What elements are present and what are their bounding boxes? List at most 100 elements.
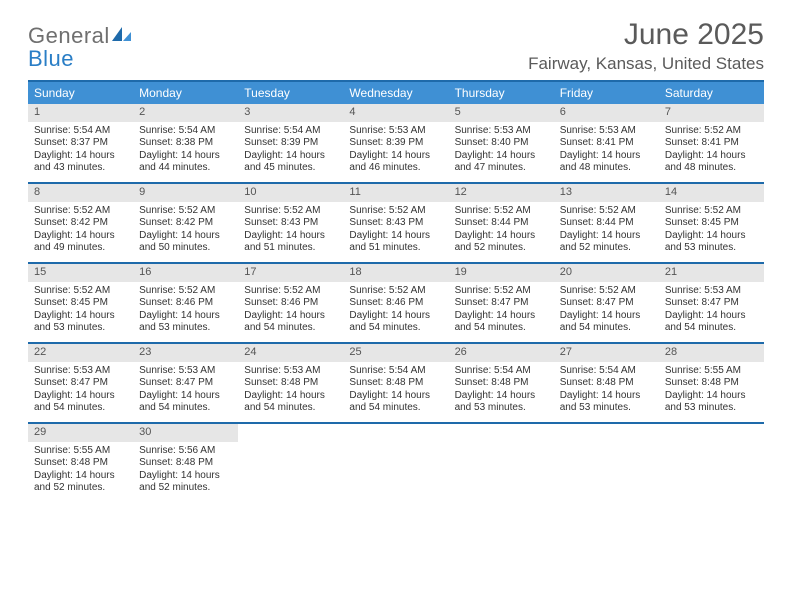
day-number: 26 (449, 344, 554, 362)
daylight-line: Daylight: 14 hours and 53 minutes. (455, 390, 548, 415)
calendar-week-row: 8Sunrise: 5:52 AMSunset: 8:42 PMDaylight… (28, 183, 764, 263)
sunrise-line: Sunrise: 5:53 AM (665, 285, 758, 298)
daylight-line: Daylight: 14 hours and 54 minutes. (139, 390, 232, 415)
calendar-day-cell: 11Sunrise: 5:52 AMSunset: 8:43 PMDayligh… (343, 183, 448, 263)
day-details: Sunrise: 5:52 AMSunset: 8:43 PMDaylight:… (343, 202, 448, 261)
sunset-line: Sunset: 8:46 PM (349, 297, 442, 310)
day-details: Sunrise: 5:52 AMSunset: 8:46 PMDaylight:… (238, 282, 343, 341)
day-number: 16 (133, 264, 238, 282)
calendar-day-cell: 20Sunrise: 5:52 AMSunset: 8:47 PMDayligh… (554, 263, 659, 343)
day-number: 17 (238, 264, 343, 282)
day-number: 13 (554, 184, 659, 202)
sunrise-line: Sunrise: 5:52 AM (244, 285, 337, 298)
daylight-line: Daylight: 14 hours and 53 minutes. (665, 390, 758, 415)
sunset-line: Sunset: 8:48 PM (455, 377, 548, 390)
day-number: 8 (28, 184, 133, 202)
day-number: 20 (554, 264, 659, 282)
weekday-header: Thursday (449, 81, 554, 104)
daylight-line: Daylight: 14 hours and 52 minutes. (455, 230, 548, 255)
daylight-line: Daylight: 14 hours and 54 minutes. (455, 310, 548, 335)
sunrise-line: Sunrise: 5:52 AM (34, 205, 127, 218)
calendar-day-cell: 2Sunrise: 5:54 AMSunset: 8:38 PMDaylight… (133, 104, 238, 183)
sunset-line: Sunset: 8:47 PM (139, 377, 232, 390)
day-number: 15 (28, 264, 133, 282)
sunrise-line: Sunrise: 5:52 AM (139, 285, 232, 298)
sunrise-line: Sunrise: 5:52 AM (34, 285, 127, 298)
day-number: 25 (343, 344, 448, 362)
sunrise-line: Sunrise: 5:52 AM (560, 285, 653, 298)
sunrise-line: Sunrise: 5:53 AM (560, 125, 653, 138)
day-number: 2 (133, 104, 238, 122)
calendar-empty-cell (554, 423, 659, 502)
sunset-line: Sunset: 8:42 PM (34, 217, 127, 230)
daylight-line: Daylight: 14 hours and 45 minutes. (244, 150, 337, 175)
sunrise-line: Sunrise: 5:52 AM (455, 205, 548, 218)
sunrise-line: Sunrise: 5:52 AM (139, 205, 232, 218)
day-details: Sunrise: 5:52 AMSunset: 8:44 PMDaylight:… (554, 202, 659, 261)
sunset-line: Sunset: 8:41 PM (560, 137, 653, 150)
day-details: Sunrise: 5:53 AMSunset: 8:47 PMDaylight:… (28, 362, 133, 421)
sail-icon (110, 24, 132, 47)
day-details: Sunrise: 5:54 AMSunset: 8:48 PMDaylight:… (554, 362, 659, 421)
sunset-line: Sunset: 8:41 PM (665, 137, 758, 150)
day-details: Sunrise: 5:56 AMSunset: 8:48 PMDaylight:… (133, 442, 238, 501)
day-number: 27 (554, 344, 659, 362)
day-details: Sunrise: 5:52 AMSunset: 8:44 PMDaylight:… (449, 202, 554, 261)
calendar-week-row: 1Sunrise: 5:54 AMSunset: 8:37 PMDaylight… (28, 104, 764, 183)
calendar-empty-cell (659, 423, 764, 502)
calendar-day-cell: 10Sunrise: 5:52 AMSunset: 8:43 PMDayligh… (238, 183, 343, 263)
sunset-line: Sunset: 8:45 PM (34, 297, 127, 310)
sunset-line: Sunset: 8:46 PM (244, 297, 337, 310)
day-number: 22 (28, 344, 133, 362)
calendar-day-cell: 8Sunrise: 5:52 AMSunset: 8:42 PMDaylight… (28, 183, 133, 263)
daylight-line: Daylight: 14 hours and 44 minutes. (139, 150, 232, 175)
sunrise-line: Sunrise: 5:54 AM (560, 365, 653, 378)
brand-logo: General Blue (28, 18, 132, 70)
sunrise-line: Sunrise: 5:52 AM (665, 125, 758, 138)
daylight-line: Daylight: 14 hours and 50 minutes. (139, 230, 232, 255)
daylight-line: Daylight: 14 hours and 54 minutes. (665, 310, 758, 335)
day-number: 5 (449, 104, 554, 122)
sunset-line: Sunset: 8:44 PM (560, 217, 653, 230)
calendar-day-cell: 30Sunrise: 5:56 AMSunset: 8:48 PMDayligh… (133, 423, 238, 502)
day-number: 29 (28, 424, 133, 442)
daylight-line: Daylight: 14 hours and 53 minutes. (560, 390, 653, 415)
calendar-empty-cell (238, 423, 343, 502)
daylight-line: Daylight: 14 hours and 52 minutes. (560, 230, 653, 255)
sunrise-line: Sunrise: 5:54 AM (244, 125, 337, 138)
daylight-line: Daylight: 14 hours and 54 minutes. (349, 310, 442, 335)
sunrise-line: Sunrise: 5:52 AM (665, 205, 758, 218)
daylight-line: Daylight: 14 hours and 52 minutes. (139, 470, 232, 495)
day-details: Sunrise: 5:54 AMSunset: 8:39 PMDaylight:… (238, 122, 343, 181)
day-details: Sunrise: 5:52 AMSunset: 8:47 PMDaylight:… (554, 282, 659, 341)
calendar-day-cell: 27Sunrise: 5:54 AMSunset: 8:48 PMDayligh… (554, 343, 659, 423)
sunset-line: Sunset: 8:48 PM (34, 457, 127, 470)
daylight-line: Daylight: 14 hours and 54 minutes. (560, 310, 653, 335)
calendar-empty-cell (449, 423, 554, 502)
calendar-table: SundayMondayTuesdayWednesdayThursdayFrid… (28, 80, 764, 502)
calendar-day-cell: 6Sunrise: 5:53 AMSunset: 8:41 PMDaylight… (554, 104, 659, 183)
sunset-line: Sunset: 8:40 PM (455, 137, 548, 150)
brand-text: General Blue (28, 24, 132, 70)
sunrise-line: Sunrise: 5:55 AM (665, 365, 758, 378)
sunrise-line: Sunrise: 5:52 AM (560, 205, 653, 218)
sunrise-line: Sunrise: 5:54 AM (349, 365, 442, 378)
day-number: 23 (133, 344, 238, 362)
calendar-header: SundayMondayTuesdayWednesdayThursdayFrid… (28, 81, 764, 104)
sunrise-line: Sunrise: 5:53 AM (455, 125, 548, 138)
sunset-line: Sunset: 8:42 PM (139, 217, 232, 230)
sunset-line: Sunset: 8:45 PM (665, 217, 758, 230)
calendar-day-cell: 22Sunrise: 5:53 AMSunset: 8:47 PMDayligh… (28, 343, 133, 423)
day-number: 19 (449, 264, 554, 282)
calendar-day-cell: 26Sunrise: 5:54 AMSunset: 8:48 PMDayligh… (449, 343, 554, 423)
calendar-day-cell: 29Sunrise: 5:55 AMSunset: 8:48 PMDayligh… (28, 423, 133, 502)
day-number: 4 (343, 104, 448, 122)
daylight-line: Daylight: 14 hours and 54 minutes. (34, 390, 127, 415)
sunrise-line: Sunrise: 5:53 AM (349, 125, 442, 138)
calendar-day-cell: 14Sunrise: 5:52 AMSunset: 8:45 PMDayligh… (659, 183, 764, 263)
day-details: Sunrise: 5:52 AMSunset: 8:42 PMDaylight:… (28, 202, 133, 261)
sunset-line: Sunset: 8:48 PM (560, 377, 653, 390)
calendar-day-cell: 25Sunrise: 5:54 AMSunset: 8:48 PMDayligh… (343, 343, 448, 423)
day-details: Sunrise: 5:54 AMSunset: 8:48 PMDaylight:… (343, 362, 448, 421)
day-number: 18 (343, 264, 448, 282)
